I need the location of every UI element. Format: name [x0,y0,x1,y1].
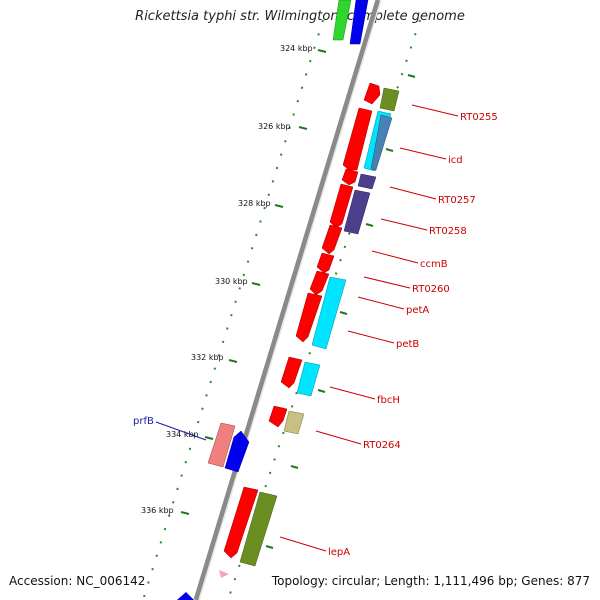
gene-label-prfB: prfB [133,416,154,427]
connector-rt0255 [411,104,459,117]
tick-328 [274,204,284,208]
gene-ccmB [321,224,343,255]
gene-rt0264-khaki [283,410,305,435]
gene-prfB-pink [207,422,236,468]
gene-label-fbcH: fbcH [377,395,400,406]
tick-324 [317,49,327,53]
gene-prfB-blue [224,430,250,473]
connector-ccmB [371,250,419,264]
gene-rt0258-purple [343,189,371,235]
tick-o2 [385,148,394,152]
gene-label-rt0260: RT0260 [412,284,450,295]
tick-332 [228,359,238,363]
gene-rt0255-olive [379,87,400,112]
tick-o1 [407,74,416,78]
tick-o6 [290,465,299,469]
gene-rt0258 [329,183,354,229]
tick-336 [180,511,190,515]
gene-label-rt0258: RT0258 [429,226,467,237]
connector-prfB [155,421,207,441]
gene-fbcH-cyan [296,361,321,397]
tick-334 [204,436,214,440]
gene-top-green [332,0,352,41]
gene-icd [342,107,373,171]
tick-326 [298,126,308,130]
gene-lepA-red [223,486,259,559]
connector-rt0260 [363,276,411,289]
connector-petA [357,296,405,310]
tick-o4 [339,311,348,315]
tick-330 [251,282,261,286]
connector-rt0258 [380,218,428,231]
genome-backbone-shine [198,0,382,600]
tick-o3 [365,223,374,227]
gene-bottom-blue [177,592,194,600]
genome-backbone [193,0,381,600]
tick-label-330: 330 kbp [215,277,248,286]
topology-text: Topology: circular; Length: 1,111,496 bp… [271,574,590,588]
gene-top-blue [349,0,369,45]
gene-rt0264-red [268,405,288,428]
map-title: Rickettsia typhi str. Wilmington, comple… [135,9,465,24]
tick-marks [180,49,416,549]
gene-lepA-olive [239,491,278,567]
connector-icd [399,147,447,160]
gene-label-petB: petB [396,339,419,350]
gene-rt0260-b [309,270,330,296]
connector-rt0257 [389,186,437,200]
gene-label-icd: icd [448,155,463,166]
tick-label-328: 328 kbp [238,199,271,208]
tick-o5 [317,389,326,393]
gene-label-rt0255: RT0255 [460,112,498,123]
connector-fbcH [329,386,376,400]
connector-rt0264 [315,430,362,445]
tick-label-334: 334 kbp [166,430,199,439]
tick-label-324: 324 kbp [280,44,313,53]
gene-petB-cyan [311,276,347,350]
accession-text: Accession: NC_006142 [9,574,146,588]
gene-rt0260-a [316,252,335,274]
label-connectors [279,104,459,552]
gene-label-rt0257: RT0257 [438,195,476,206]
gene-rt0257 [341,168,359,186]
gene-label-rt0264: RT0264 [363,440,401,451]
gene-rt0255 [363,82,381,105]
tick-label-336: 336 kbp [141,506,174,515]
gene-rt0257-purple [357,173,377,190]
tick-label-326: 326 kbp [258,122,291,131]
gene-bottom-pink [219,570,229,578]
gene-label-ccmB: ccmB [420,259,448,270]
connector-petB [347,330,395,344]
gene-icd-steel [370,114,393,171]
gene-label-lepA: lepA [328,547,350,558]
tick-label-332: 332 kbp [191,353,224,362]
gene-label-petA: petA [406,305,429,316]
connector-lepA [279,536,327,552]
gene-petA [295,292,323,343]
tick-o7 [265,545,274,549]
gene-fbcH-red [280,356,303,389]
